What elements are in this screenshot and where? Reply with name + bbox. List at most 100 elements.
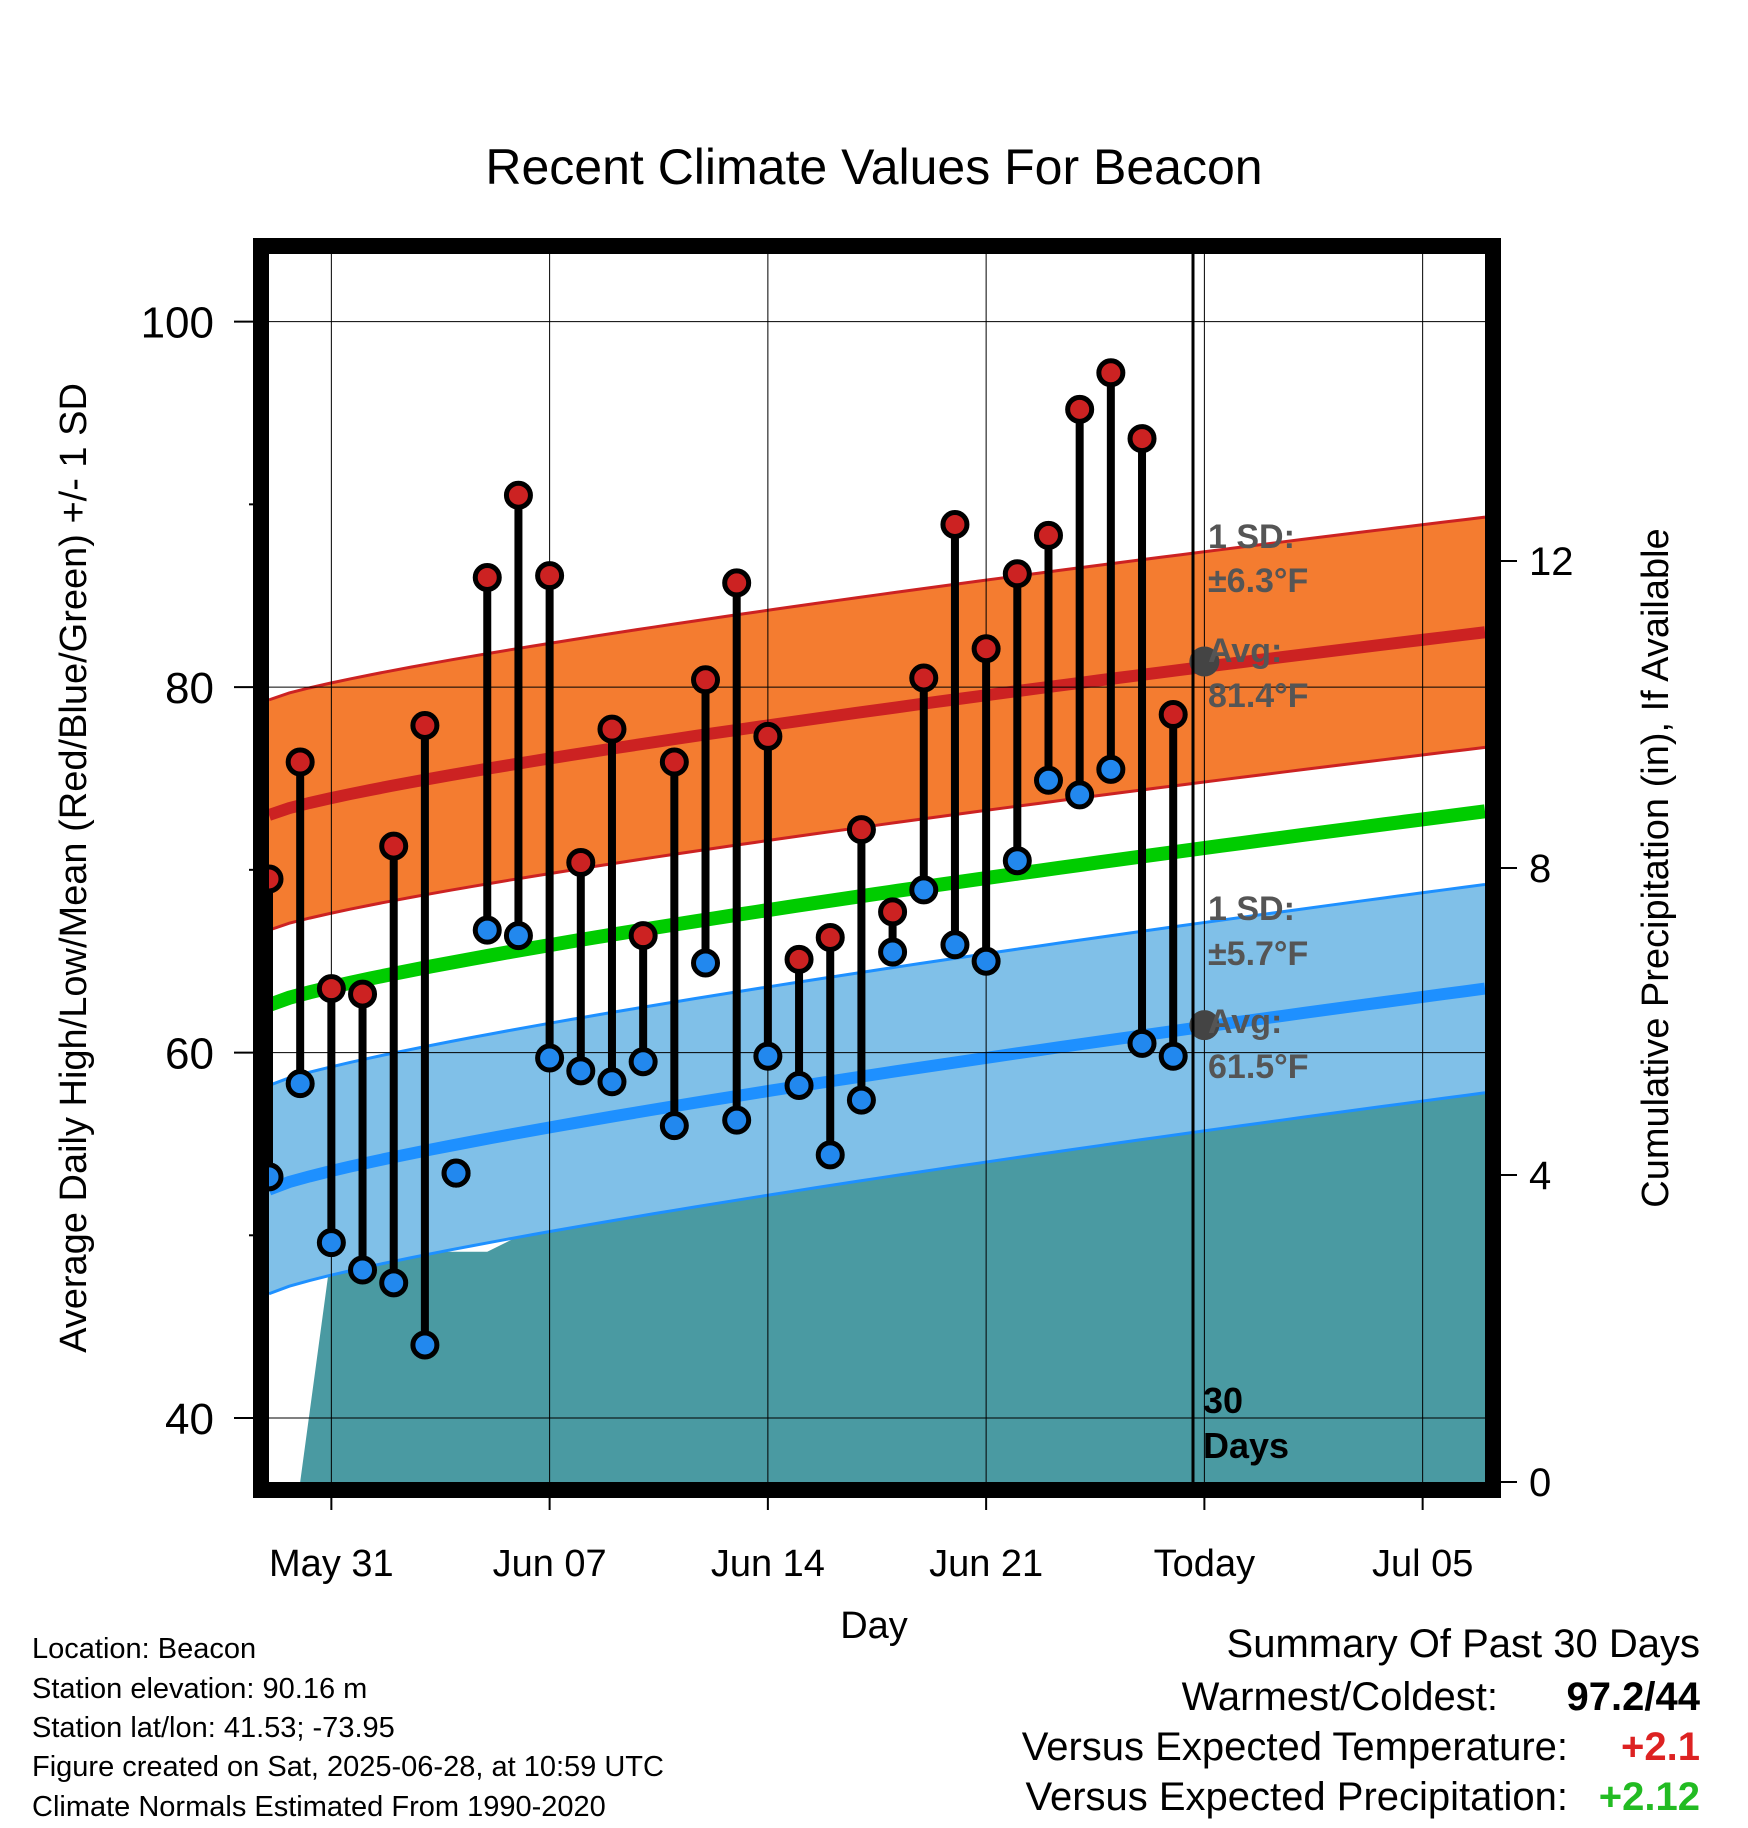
today-high-avg-marker bbox=[1189, 646, 1220, 677]
period-label-top: 30 bbox=[1203, 1380, 1243, 1421]
daily-high-point bbox=[940, 509, 970, 539]
daily-low-point bbox=[566, 1056, 596, 1086]
xtick-label-0: May 31 bbox=[269, 1543, 394, 1585]
info-created: Figure created on Sat, 2025-06-28, at 10… bbox=[32, 1751, 664, 1783]
summary-temp-value: +2.1 bbox=[1621, 1725, 1700, 1769]
daily-low-point bbox=[815, 1140, 845, 1170]
summary-precip-label: Versus Expected Precipitation: bbox=[1025, 1775, 1568, 1819]
daily-high-point bbox=[909, 663, 939, 693]
low-normal-upper-edge bbox=[268, 882, 1486, 1087]
daily-low-point bbox=[971, 946, 1001, 976]
daily-high-point bbox=[597, 714, 627, 744]
y-axis-label: Average Daily High/Low/Mean (Red/Blue/Gr… bbox=[53, 383, 95, 1353]
daily-low-point bbox=[441, 1158, 471, 1188]
grid-layer bbox=[234, 254, 1517, 1510]
xtick-label-2: Jun 14 bbox=[711, 1543, 825, 1585]
daily-low-point bbox=[535, 1043, 565, 1073]
daily-low-point bbox=[846, 1085, 876, 1115]
daily-high-point bbox=[472, 562, 502, 592]
ytick-label-80: 80 bbox=[165, 664, 214, 713]
daily-low-point bbox=[628, 1047, 658, 1077]
daily-low-point bbox=[597, 1067, 627, 1097]
y2tick-label-8: 8 bbox=[1529, 847, 1551, 891]
summary-temp-label: Versus Expected Temperature: bbox=[1021, 1725, 1568, 1769]
daily-high-point bbox=[503, 480, 533, 510]
daily-high-point bbox=[753, 721, 783, 751]
normals-layer bbox=[266, 515, 1486, 1296]
high-normal-band bbox=[269, 517, 1485, 931]
today-low-avg-marker bbox=[1189, 1010, 1220, 1041]
high-avg-value: 81.4°F bbox=[1208, 677, 1309, 715]
daily-low-point bbox=[909, 875, 939, 905]
plot-frame bbox=[253, 238, 1501, 1498]
ytick-label-100: 100 bbox=[141, 299, 214, 348]
chart-title: Recent Climate Values For Beacon bbox=[485, 139, 1263, 195]
daily-low-point bbox=[503, 921, 533, 951]
daily-low-point bbox=[691, 948, 721, 978]
low-sd-label: 1 SD: bbox=[1208, 890, 1295, 928]
daily-low-point bbox=[1158, 1041, 1188, 1071]
xtick-label-5: Jul 05 bbox=[1372, 1543, 1473, 1585]
daily-low-point bbox=[753, 1041, 783, 1071]
daily-high-point bbox=[316, 974, 346, 1004]
daily-low-point bbox=[1096, 754, 1126, 784]
high-normal-avg-line bbox=[267, 626, 1486, 821]
daily-high-point bbox=[1033, 520, 1063, 550]
daily-high-point bbox=[535, 561, 565, 591]
daily-high-point bbox=[379, 831, 409, 861]
info-latlon: Station lat/lon: 41.53; -73.95 bbox=[32, 1712, 395, 1744]
daily-low-point bbox=[940, 930, 970, 960]
daily-high-point bbox=[285, 747, 315, 777]
daily-low-point bbox=[472, 915, 502, 945]
daily-low-point bbox=[659, 1111, 689, 1141]
summary-warmest-label: Warmest/Coldest: bbox=[1181, 1675, 1498, 1719]
period-label-bottom: Days bbox=[1203, 1425, 1289, 1466]
y2tick-label-4: 4 bbox=[1529, 1154, 1551, 1198]
low-normal-band bbox=[269, 884, 1485, 1294]
y2tick-label-0: 0 bbox=[1529, 1461, 1551, 1505]
xtick-label-1: Jun 07 bbox=[493, 1543, 607, 1585]
daily-high-point bbox=[722, 568, 752, 598]
daily-high-point bbox=[1127, 424, 1157, 454]
daily-high-point bbox=[1065, 394, 1095, 424]
daily-high-point bbox=[1002, 559, 1032, 589]
daily-high-point bbox=[971, 634, 1001, 664]
y2tick-label-12: 12 bbox=[1529, 540, 1574, 584]
daily-low-point bbox=[722, 1105, 752, 1135]
daily-high-point bbox=[410, 710, 440, 740]
daily-high-point bbox=[1096, 358, 1126, 388]
high-sd-value: ±6.3°F bbox=[1208, 562, 1308, 600]
daily-low-point bbox=[410, 1330, 440, 1360]
ytick-label-40: 40 bbox=[165, 1395, 214, 1444]
daily-high-point bbox=[878, 897, 908, 927]
y2-axis-label: Cumulative Precipitation (in), If Availa… bbox=[1635, 528, 1677, 1207]
daily-low-point bbox=[379, 1268, 409, 1298]
daily-high-point bbox=[566, 848, 596, 878]
daily-high-point bbox=[1158, 700, 1188, 729]
daily-high-point bbox=[846, 815, 876, 845]
info-normals: Climate Normals Estimated From 1990-2020 bbox=[32, 1791, 606, 1823]
high-avg-label: Avg: bbox=[1208, 632, 1282, 670]
daily-high-point bbox=[628, 921, 658, 951]
daily-high-point bbox=[659, 747, 689, 777]
daily-high-point bbox=[348, 979, 378, 1009]
mean-normal-line bbox=[266, 804, 1486, 1012]
summary-precip-value: +2.12 bbox=[1598, 1775, 1700, 1819]
low-avg-value: 61.5°F bbox=[1208, 1048, 1309, 1086]
daily-high-point bbox=[815, 922, 845, 952]
daily-low-point bbox=[1065, 780, 1095, 810]
daily-low-point bbox=[316, 1228, 346, 1258]
high-sd-label: 1 SD: bbox=[1208, 518, 1295, 556]
high-normal-upper-edge bbox=[268, 515, 1486, 702]
daily-low-point bbox=[348, 1255, 378, 1285]
daily-low-point bbox=[1127, 1028, 1157, 1058]
ytick-label-60: 60 bbox=[165, 1030, 214, 1079]
low-sd-value: ±5.7°F bbox=[1208, 935, 1308, 973]
daily-high-point bbox=[784, 944, 814, 974]
daily-low-point bbox=[878, 937, 908, 967]
daily-low-point bbox=[1002, 846, 1032, 876]
low-avg-label: Avg: bbox=[1208, 1003, 1282, 1041]
daily-low-point bbox=[784, 1070, 814, 1100]
